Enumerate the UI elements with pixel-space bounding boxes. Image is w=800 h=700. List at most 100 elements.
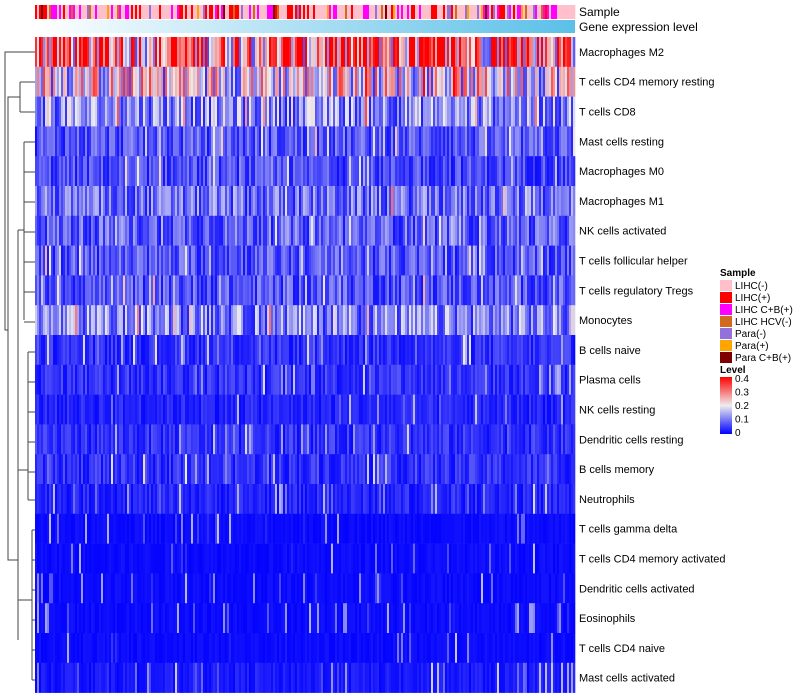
heatmap-cell: [223, 96, 226, 127]
heatmap-cell: [245, 543, 248, 574]
heatmap-cell: [125, 186, 128, 217]
heatmap-cell: [87, 66, 90, 97]
heatmap-cell: [155, 335, 158, 366]
heatmap-cell: [469, 66, 472, 97]
heatmap-cell: [123, 364, 126, 395]
heatmap-cell: [255, 454, 258, 485]
heatmap-cell: [519, 126, 522, 157]
heatmap-cell: [167, 96, 170, 127]
heatmap-cell: [519, 37, 522, 68]
heatmap-cell: [553, 37, 556, 68]
sample-annotation-cell: [373, 5, 376, 19]
heatmap-cell: [285, 215, 288, 246]
heatmap-cell: [75, 245, 78, 276]
heatmap-cell: [431, 305, 434, 336]
heatmap-cell: [471, 424, 474, 455]
heatmap-cell: [371, 335, 374, 366]
heatmap-cell: [331, 215, 334, 246]
heatmap-cell: [249, 186, 252, 217]
heatmap-cell: [161, 543, 164, 574]
heatmap-cell: [179, 394, 182, 425]
heatmap-cell: [317, 394, 320, 425]
heatmap-cell: [255, 66, 258, 97]
heatmap-cell: [443, 275, 446, 306]
heatmap-cell: [125, 275, 128, 306]
heatmap-cell: [271, 543, 274, 574]
heatmap-cell: [151, 305, 154, 336]
heatmap-cell: [355, 424, 358, 455]
heatmap-cell: [49, 275, 52, 306]
heatmap-cell: [423, 513, 426, 544]
heatmap-cell: [463, 364, 466, 395]
heatmap-cell: [345, 275, 348, 306]
heatmap-cell: [61, 215, 64, 246]
heatmap-cell: [555, 96, 558, 127]
heatmap-cell: [249, 454, 252, 485]
heatmap-cell: [525, 335, 528, 366]
heatmap-cell: [145, 245, 148, 276]
heatmap-cell: [431, 364, 434, 395]
heatmap-cell: [537, 156, 540, 187]
heatmap-cell: [53, 37, 56, 68]
heatmap-cell: [559, 275, 562, 306]
heatmap-cell: [457, 305, 460, 336]
heatmap-cell: [473, 424, 476, 455]
heatmap-cell: [121, 394, 124, 425]
heatmap-cell: [353, 424, 356, 455]
heatmap-cell: [493, 364, 496, 395]
heatmap-cell: [473, 394, 476, 425]
heatmap-cell: [195, 126, 198, 157]
heatmap-cell: [275, 215, 278, 246]
heatmap-cell: [117, 156, 120, 187]
heatmap-cell: [225, 364, 228, 395]
heatmap-cell: [431, 484, 434, 515]
heatmap-cell: [329, 424, 332, 455]
heatmap-cell: [127, 245, 130, 276]
heatmap-cell: [459, 335, 462, 366]
sample-annotation-cell: [121, 5, 124, 19]
heatmap-cell: [195, 156, 198, 187]
sample-annotation-cell: [41, 5, 44, 19]
heatmap-cell: [305, 513, 308, 544]
heatmap-cell: [471, 37, 474, 68]
heatmap-cell: [337, 424, 340, 455]
sample-annotation-cell: [461, 5, 464, 19]
heatmap-cell: [341, 424, 344, 455]
heatmap-cell: [241, 424, 244, 455]
heatmap-cell: [459, 364, 462, 395]
heatmap-cell: [277, 454, 280, 485]
heatmap-cell: [269, 454, 272, 485]
heatmap-cell: [367, 37, 370, 68]
heatmap-cell: [215, 245, 218, 276]
heatmap-cell: [75, 484, 78, 515]
heatmap-cell: [527, 394, 530, 425]
heatmap-cell: [521, 186, 524, 217]
heatmap-cell: [451, 305, 454, 336]
heatmap-cell: [149, 543, 152, 574]
heatmap-cell: [527, 364, 530, 395]
heatmap-cell: [145, 186, 148, 217]
heatmap-cell: [95, 215, 98, 246]
heatmap-cell: [255, 543, 258, 574]
heatmap-cell: [289, 305, 292, 336]
heatmap-cell: [73, 215, 76, 246]
heatmap-cell: [491, 305, 494, 336]
heatmap-cell: [563, 275, 566, 306]
heatmap-cell: [151, 37, 154, 68]
heatmap-cell: [353, 126, 356, 157]
heatmap-cell: [397, 394, 400, 425]
heatmap-cell: [213, 424, 216, 455]
heatmap-cell: [299, 275, 302, 306]
heatmap-cell: [363, 96, 366, 127]
heatmap-cell: [235, 484, 238, 515]
heatmap-cell: [63, 156, 66, 187]
sample-annotation-cell: [287, 5, 290, 19]
heatmap-cell: [265, 513, 268, 544]
heatmap-cell: [259, 126, 262, 157]
heatmap-cell: [203, 245, 206, 276]
sample-annotation-cell: [341, 5, 344, 19]
heatmap-cell: [173, 543, 176, 574]
heatmap-cell: [505, 305, 508, 336]
heatmap-cell: [181, 275, 184, 306]
sample-annotation-cell: [455, 5, 458, 19]
